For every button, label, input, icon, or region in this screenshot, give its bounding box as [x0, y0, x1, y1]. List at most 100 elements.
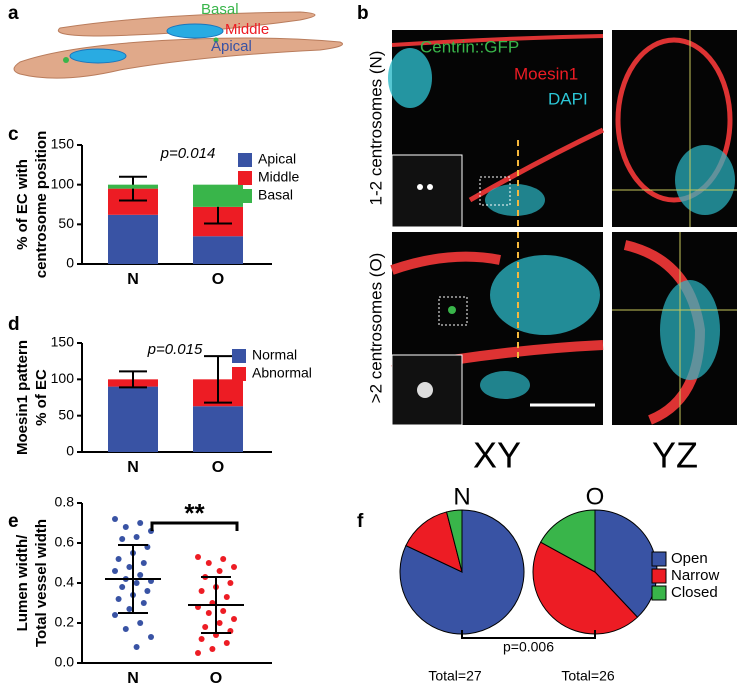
- row-label: >2 centrosomes (O): [366, 253, 385, 404]
- centrosome: [63, 57, 69, 63]
- point: [112, 516, 118, 522]
- pie-title: O: [586, 483, 605, 510]
- pie-title: N: [453, 483, 470, 510]
- inset: [391, 154, 463, 228]
- legend-swatch: [238, 153, 252, 167]
- spot: [417, 184, 423, 190]
- spot: [427, 184, 433, 190]
- point: [205, 560, 212, 566]
- point: [112, 568, 118, 574]
- cell-diagram: Basal Middle Apical: [13, 1, 343, 79]
- point: [202, 624, 209, 630]
- point: [122, 626, 129, 632]
- legend-label: Open: [671, 550, 708, 567]
- point: [140, 560, 147, 566]
- legend-swatch: [238, 171, 252, 185]
- inset-box: [438, 296, 468, 326]
- point: [223, 640, 230, 646]
- pie-slice: [594, 509, 658, 618]
- point: [231, 616, 237, 622]
- y-axis-label: Moesin1 pattern: [14, 340, 31, 455]
- nucleus: [480, 371, 530, 399]
- point: [137, 520, 144, 526]
- point: [216, 620, 223, 626]
- bar-segment: [193, 236, 243, 264]
- pie-slice: [532, 541, 639, 635]
- point: [115, 596, 122, 602]
- legend-label: Apical: [258, 151, 296, 167]
- panel-letter: d: [8, 314, 20, 335]
- y-tick-label: 0.0: [55, 654, 75, 670]
- y-axis-label: centrosome position: [33, 131, 50, 279]
- channel-label: Moesin1: [514, 64, 578, 83]
- annotation: p=0.006: [503, 639, 554, 655]
- annotation: **: [184, 498, 205, 528]
- x-tick-label: O: [210, 670, 222, 687]
- y-tick-label: 0: [66, 443, 74, 459]
- point: [231, 564, 237, 570]
- bar-segment: [193, 406, 243, 452]
- y-tick-label: 0.8: [55, 494, 75, 510]
- point: [209, 646, 216, 652]
- point: [115, 556, 122, 562]
- nucleus: [69, 48, 127, 64]
- legend-swatch: [238, 189, 252, 203]
- point: [198, 588, 205, 594]
- bar-segment: [193, 184, 243, 207]
- annotation: p=0.014: [160, 145, 216, 162]
- nucleus: [675, 145, 735, 215]
- spot: [417, 382, 433, 398]
- y-tick-label: 100: [51, 175, 75, 191]
- pie-slice: [405, 511, 463, 573]
- legend-label: Closed: [671, 584, 718, 601]
- pie-slice: [539, 509, 596, 573]
- annotation: p=0.015: [147, 341, 203, 358]
- point: [133, 644, 140, 650]
- y-tick-label: 0.2: [55, 614, 75, 630]
- legend-swatch: [232, 367, 246, 381]
- point: [144, 588, 151, 594]
- label: Apical: [211, 38, 252, 55]
- comparison-bracket: [461, 630, 596, 639]
- channel-label: DAPI: [548, 89, 588, 108]
- y-tick-label: 150: [51, 334, 75, 350]
- point: [119, 536, 126, 542]
- pie-total: Total=27: [428, 668, 482, 684]
- cell: [13, 37, 343, 79]
- y-tick-label: 50: [58, 215, 74, 231]
- row-label: 1-2 centrosomes (N): [366, 51, 385, 206]
- membrane: [391, 34, 604, 47]
- nucleus: [490, 255, 600, 335]
- channel-label: Centrin::GFP: [420, 37, 519, 56]
- point: [126, 564, 133, 570]
- point: [126, 606, 133, 612]
- y-tick-label: 100: [51, 370, 75, 386]
- y-tick-label: 150: [51, 136, 75, 152]
- point: [216, 568, 223, 574]
- point: [195, 554, 201, 560]
- legend-label: Normal: [252, 347, 297, 363]
- panel-letter: a: [8, 3, 19, 24]
- point: [137, 620, 144, 626]
- pie-slice: [445, 509, 463, 573]
- point: [119, 584, 126, 590]
- point: [122, 524, 129, 530]
- point: [112, 612, 118, 618]
- x-tick-label: N: [127, 670, 139, 687]
- nucleus: [166, 23, 224, 39]
- nucleus: [485, 184, 545, 216]
- pie-total: Total=26: [561, 668, 615, 684]
- y-tick-label: 0: [66, 255, 74, 271]
- y-axis-label: Total vessel width: [33, 519, 50, 647]
- spot: [448, 306, 456, 314]
- point: [148, 634, 154, 640]
- point: [220, 556, 227, 562]
- legend-label: Middle: [258, 169, 299, 185]
- legend-swatch: [651, 585, 667, 601]
- y-tick-label: 0.6: [55, 534, 75, 550]
- y-tick-label: 50: [58, 406, 74, 422]
- error-bar: [119, 370, 147, 389]
- nucleus: [388, 48, 432, 108]
- legend-label: Narrow: [671, 567, 720, 584]
